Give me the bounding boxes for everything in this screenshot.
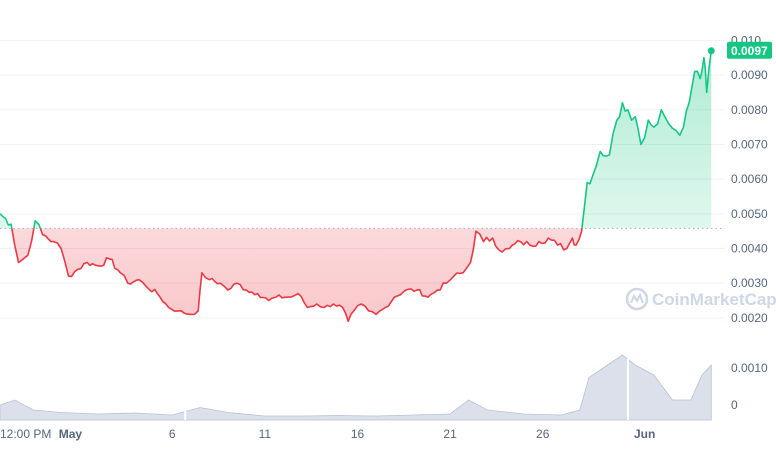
x-tick-label: Jun (634, 427, 655, 441)
x-axis-tick-labels: 12:00 PM May 6 11 16 21 26 Jun (0, 427, 655, 441)
price-line (0, 50, 713, 323)
x-tick-label: May (59, 427, 83, 441)
y-tick-label: 0.0020 (731, 311, 768, 325)
price-line-below-baseline (11, 228, 583, 323)
watermark-text: CoinMarketCap (652, 290, 776, 309)
price-line-above-baseline (0, 50, 713, 229)
price-area-fill (0, 50, 712, 322)
current-price-dot (707, 47, 715, 55)
volume-area (0, 350, 712, 421)
coinmarketcap-logo-icon (625, 287, 649, 311)
volume-area-path (0, 354, 712, 421)
current-price-label: 0.0097 (731, 44, 768, 58)
current-price-badge (727, 41, 772, 59)
x-tick-label: 21 (443, 427, 457, 441)
y-tick-label: 0.0080 (731, 103, 768, 117)
x-tick-label: 26 (536, 427, 550, 441)
area-fill-below-baseline (0, 228, 712, 322)
x-tick-label: 12:00 PM (0, 427, 51, 441)
y-tick-label: 0.0050 (731, 207, 768, 221)
y-tick-label: 0.0040 (731, 241, 768, 255)
x-tick-label: 6 (169, 427, 176, 441)
current-price-marker: 0.0097 (707, 41, 772, 59)
y-tick-label: 0.0070 (731, 137, 768, 151)
x-tick-label: 16 (351, 427, 365, 441)
y-tick-label: 0.0060 (731, 172, 768, 186)
y-tick-label: 0.0090 (731, 68, 768, 82)
coinmarketcap-watermark: CoinMarketCap (625, 287, 776, 311)
volume-tick-label: 0.0010 (731, 361, 768, 375)
area-fill-above-baseline (0, 50, 712, 229)
y-axis-tick-labels: 0.0100.00900.00800.00700.00600.00500.004… (731, 33, 768, 412)
y-tick-label: 0.0030 (731, 276, 768, 290)
volume-tick-label: 0 (731, 398, 738, 412)
x-tick-label: 11 (259, 427, 272, 441)
